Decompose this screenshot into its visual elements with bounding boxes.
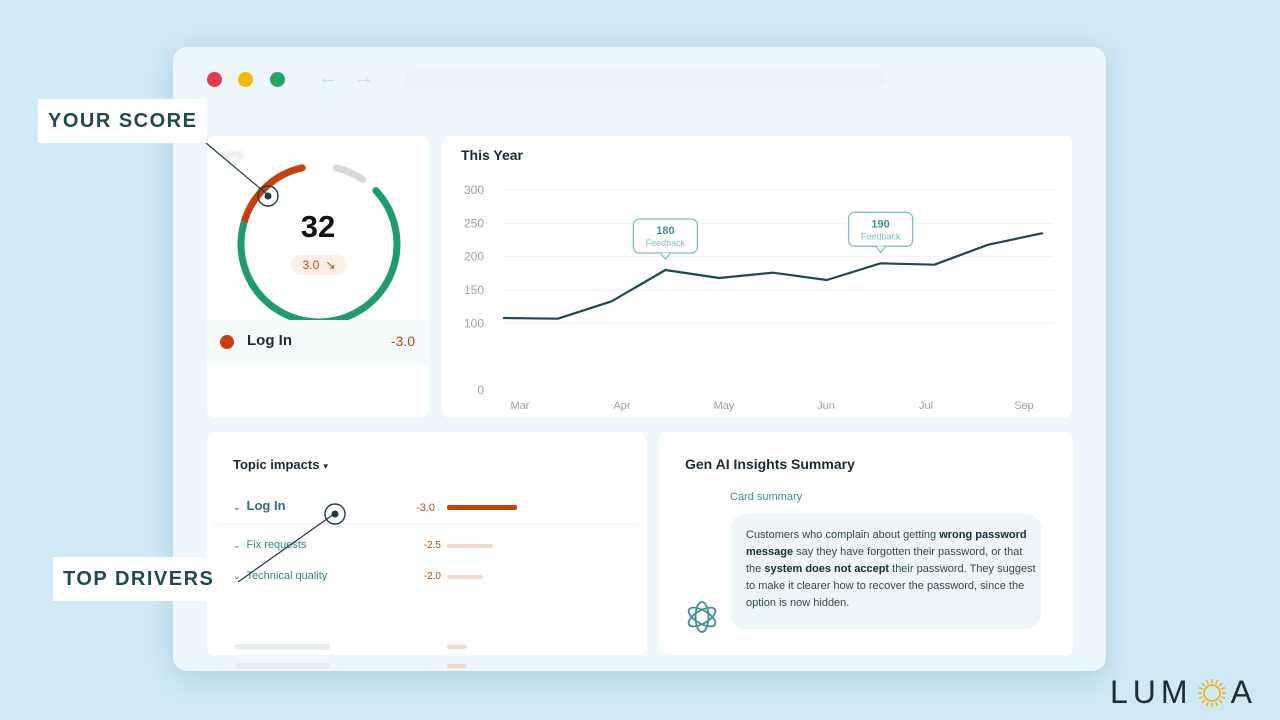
annotation-pointer: [875, 245, 887, 254]
sun-icon: [1197, 678, 1226, 707]
sun-ray: [1198, 686, 1203, 690]
topic-row[interactable]: ⌄ Technical quality -2.0: [207, 567, 647, 587]
sun-ray: [1198, 695, 1203, 699]
address-bar[interactable]: [406, 71, 886, 88]
brand-text-left: LUM: [1110, 674, 1193, 710]
topic-impacts-dropdown[interactable]: Topic impacts ▾: [233, 457, 328, 472]
your-score-callout: YOUR SCORE: [38, 99, 208, 143]
brand-logo: LUM A: [1110, 674, 1257, 711]
sun-ray: [1220, 686, 1225, 690]
annotation-label: Feedback: [646, 238, 686, 248]
annotation-value: 180: [656, 225, 674, 237]
sun-ray: [1201, 682, 1206, 686]
sun-ray: [1218, 682, 1223, 686]
top-drivers-callout: TOP DRIVERS: [53, 557, 225, 601]
score-driver-row[interactable]: Log In -3.0: [207, 320, 429, 364]
topic-impacts-card: Topic impacts ▾ ⌄ Log In -3.0 ⌄ Fix request…: [207, 432, 647, 669]
ai-insights-title: Gen AI Insights Summary: [685, 456, 855, 472]
topic-label: ⌄ Fix requests: [233, 539, 306, 551]
placeholder-bar: [447, 645, 467, 649]
topic-label: ⌄ Log In: [233, 498, 286, 513]
placeholder-line: [235, 663, 330, 669]
topic-impacts-title: Topic impacts: [233, 457, 320, 472]
arrow-down-right-icon: ↘: [325, 258, 336, 272]
trend-chart-card: This Year 0 100 150 200 250 300 Mar Apr May Jun Ju…: [442, 136, 1072, 418]
topic-impact-bar: [447, 505, 517, 510]
x-tick-label: Sep: [1014, 400, 1034, 412]
topic-impact-bar: [447, 575, 484, 579]
maximize-window-button[interactable]: [270, 72, 285, 87]
chevron-down-icon: ⌄: [233, 502, 241, 512]
minimize-window-button[interactable]: [238, 72, 253, 87]
topic-value: -2.0: [423, 571, 441, 582]
topic-label-text: Fix requests: [246, 539, 307, 551]
topic-impact-bar: [447, 544, 493, 548]
forward-arrow-icon[interactable]: →: [354, 67, 374, 89]
placeholder-line: [235, 644, 330, 650]
x-tick-label: Apr: [613, 400, 630, 412]
score-driver-value: -3.0: [390, 333, 415, 349]
topic-label-text: Technical quality: [246, 570, 328, 582]
chart-title: This Year: [461, 147, 524, 163]
annotation-value: 190: [871, 218, 889, 230]
score-driver-label: Log In: [247, 332, 292, 349]
series-line: [502, 232, 1044, 320]
chevron-down-icon: ⌄: [233, 540, 241, 550]
score-card: NPS 32 3.0 ↘ Log In -3.0: [207, 136, 429, 418]
x-tick-label: Jun: [817, 400, 835, 412]
sun-ray: [1214, 701, 1218, 706]
ai-summary-bubble: Customers who complain about getting wro…: [731, 514, 1041, 629]
sun-ray: [1205, 679, 1209, 684]
openai-logo-icon: [687, 601, 717, 633]
x-tick-label: Mar: [511, 400, 530, 412]
sun-ray: [1218, 699, 1223, 703]
chevron-down-icon: ▾: [323, 461, 328, 471]
browser-window: ← → NPS 32 3.0 ↘ Log In -3.0 This Year 0…: [173, 47, 1106, 671]
back-arrow-icon[interactable]: ←: [318, 67, 338, 89]
score-value: 32: [300, 209, 336, 244]
topic-value: -3.0: [416, 502, 435, 514]
ai-summary-text: Customers who complain about getting wro…: [746, 529, 1036, 609]
topic-value: -2.5: [423, 540, 441, 551]
y-tick-label: 100: [464, 316, 484, 330]
close-window-button[interactable]: [207, 72, 222, 87]
brand-text-right: A: [1230, 674, 1257, 710]
sun-ray: [1220, 695, 1225, 699]
title-bar: ← →: [173, 47, 1106, 113]
chevron-down-icon: ⌄: [233, 571, 241, 581]
y-tick-label: 150: [464, 283, 484, 297]
annotation-label: Feedback: [861, 231, 901, 241]
x-tick-label: May: [714, 400, 735, 412]
sun-ray: [1205, 701, 1209, 706]
y-tick-label: 0: [477, 383, 484, 397]
negative-status-dot: [220, 335, 234, 349]
topic-label: ⌄ Technical quality: [233, 570, 327, 582]
sun-ray: [1201, 699, 1206, 703]
score-delta-value: 3.0: [302, 258, 320, 272]
sun-ray: [1214, 679, 1218, 684]
y-tick-label: 300: [464, 183, 484, 197]
score-delta-badge: 3.0 ↘: [291, 255, 347, 275]
topic-label-text: Log In: [246, 498, 286, 513]
annotation-pointer: [659, 252, 671, 261]
y-tick-label: 200: [464, 250, 484, 264]
ai-insights-card: Gen AI Insights Summary Card summary Cus…: [659, 432, 1073, 655]
placeholder-bar: [447, 664, 467, 668]
y-tick-label: 250: [464, 216, 484, 230]
x-tick-label: Jul: [919, 400, 933, 412]
topic-row[interactable]: ⌄ Log In -3.0: [207, 491, 647, 523]
topic-row[interactable]: ⌄ Fix requests -2.5: [207, 536, 647, 556]
card-summary-label: Card summary: [730, 491, 803, 503]
